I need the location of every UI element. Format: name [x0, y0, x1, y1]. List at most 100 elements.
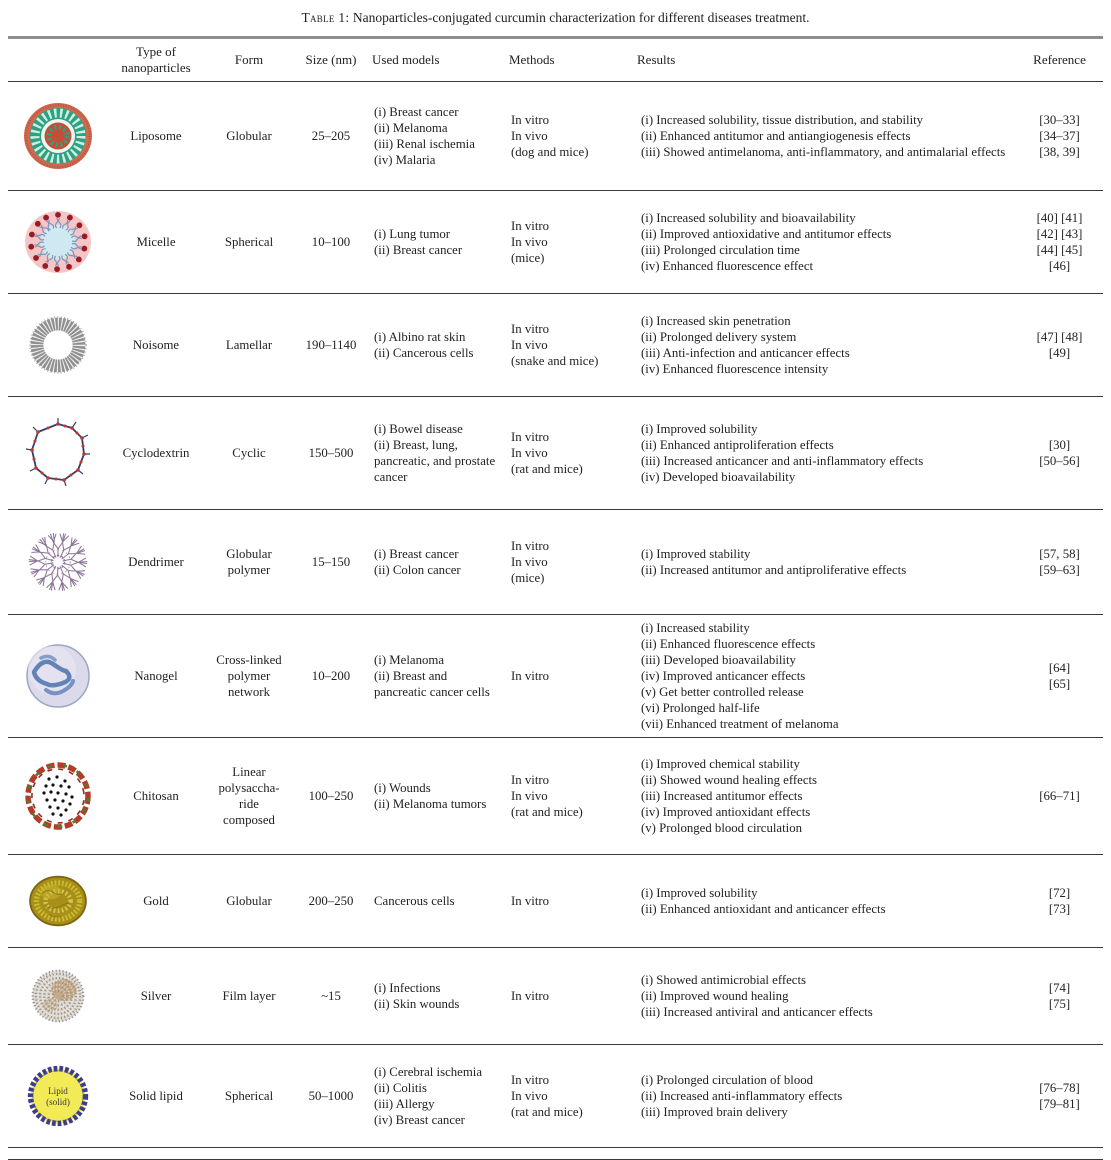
table-caption-label: Table 1: — [301, 10, 350, 25]
cell-type: Gold — [108, 854, 204, 948]
cell-form: Globular — [226, 129, 272, 143]
column-header-size: Size (nm) — [294, 36, 368, 82]
cell-type: Dendrimer — [108, 509, 204, 615]
cell-type: Chitosan — [108, 737, 204, 855]
cell-methods: In vitro In vivo (rat and mice) — [505, 737, 633, 855]
cell-reference: [30–33] [34–37] [38, 39] — [1039, 113, 1080, 159]
silver-icon — [31, 969, 85, 1023]
noisome-icon — [29, 316, 87, 374]
cell-type: Cyclodextrin — [108, 396, 204, 510]
column-header-form: Form — [204, 36, 294, 82]
cell-reference: [72] [73] — [1016, 854, 1103, 948]
gold-icon — [29, 875, 87, 927]
cell-form: Cross-linked polymer network — [204, 614, 294, 738]
cell-size: 100–250 — [294, 737, 368, 855]
cell-type: Solid lipid — [108, 1044, 204, 1148]
table-row-cyclodextrin: Cyclodextrin Cyclic 150–500 (i) Bowel di… — [8, 396, 1103, 510]
dendrimer-icon — [28, 532, 88, 592]
cell-reference: [57, 58] [59–63] — [1016, 509, 1103, 615]
cell-form: Globular polymer — [204, 509, 294, 615]
table-row-micelle: Micelle Spherical 10–100 (i) Lung tumor … — [8, 190, 1103, 294]
table-caption: Table 1: Nanoparticles-conjugated curcum… — [8, 10, 1103, 26]
cell-methods: In vitro — [505, 614, 633, 738]
cell-type: Silver — [108, 947, 204, 1045]
solid-lipid-label-line1: Lipid — [48, 1086, 68, 1096]
cell-used-models: Cancerous cells — [368, 854, 505, 948]
cell-methods: In vitro In vivo (rat and mice) — [505, 1044, 633, 1148]
solid-lipid-label-line2: (solid) — [46, 1097, 70, 1107]
cell-size: 10–100 — [294, 190, 368, 294]
solid-lipid-icon: Lipid (solid) — [27, 1065, 89, 1127]
column-header-results: Results — [633, 36, 1016, 82]
cell-reference: [66–71] — [1016, 737, 1103, 855]
chitosan-icon — [25, 762, 91, 830]
column-header-methods: Methods — [505, 36, 633, 82]
cell-size: 10–200 — [294, 614, 368, 738]
table-row-nanogel: Nanogel Cross-linked polymer network 10–… — [8, 614, 1103, 738]
cell-used-models: (i) Wounds (ii) Melanoma tumors — [368, 737, 505, 855]
cell-used-models: (i) Lung tumor (ii) Breast cancer — [368, 190, 505, 294]
cell-results: (i) Improved solubility (ii) Enhanced an… — [633, 854, 1016, 948]
cell-used-models: (i) Cerebral ischemia (ii) Colitis (iii)… — [368, 1044, 505, 1148]
cell-results: (i) Increased stability (ii) Enhanced fl… — [633, 614, 1016, 738]
cell-results: (i) Increased solubility, tissue distrib… — [641, 113, 1006, 159]
cell-form: Linear polysaccha- ride composed — [204, 737, 294, 855]
table-row-chitosan: Chitosan Linear polysaccha- ride compose… — [8, 737, 1103, 855]
table-row-noisome: Noisome Lamellar 190–1140 (i) Albino rat… — [8, 293, 1103, 397]
cell-size: 190–1140 — [294, 293, 368, 397]
cell-size: 15–150 — [294, 509, 368, 615]
cell-methods: In vitro — [505, 947, 633, 1045]
cell-results: (i) Improved chemical stability (ii) Sho… — [633, 737, 1016, 855]
cell-used-models: (i) Breast cancer (ii) Melanoma (iii) Re… — [374, 105, 475, 167]
cell-methods: In vitro In vivo (mice) — [505, 190, 633, 294]
document-page: Table 1: Nanoparticles-conjugated curcum… — [8, 0, 1103, 1160]
table-row-gold: Gold Globular 200–250 Cancerous cells In… — [8, 854, 1103, 948]
column-header-image — [8, 36, 108, 82]
column-header-reference: Reference — [1016, 36, 1103, 82]
cell-form: Spherical — [204, 1044, 294, 1148]
cell-methods: In vitro In vivo (rat and mice) — [505, 396, 633, 510]
cell-reference: [74] [75] — [1016, 947, 1103, 1045]
table-row-liposome: Liposome Globular 25–205 (i) Breast canc… — [8, 82, 1103, 191]
cell-used-models: (i) Infections (ii) Skin wounds — [368, 947, 505, 1045]
column-header-type: Type of nanoparticles — [108, 36, 204, 82]
column-header-models: Used models — [368, 36, 505, 82]
cell-type: Noisome — [108, 293, 204, 397]
cyclodextrin-icon — [25, 418, 90, 487]
cell-results: (i) Increased solubility and bioavailabi… — [633, 190, 1016, 294]
cell-methods: In vitro In vivo (snake and mice) — [505, 293, 633, 397]
cell-type: Micelle — [108, 190, 204, 294]
cell-form: Cyclic — [204, 396, 294, 510]
cell-form: Lamellar — [204, 293, 294, 397]
cell-size: ~15 — [294, 947, 368, 1045]
cell-methods: In vitro In vivo (dog and mice) — [511, 113, 589, 159]
cell-size: 200–250 — [294, 854, 368, 948]
cell-results: (i) Prolonged circulation of blood (ii) … — [633, 1044, 1016, 1148]
cell-form: Film layer — [204, 947, 294, 1045]
liposome-icon — [24, 103, 92, 169]
cell-used-models: (i) Bowel disease (ii) Breast, lung, pan… — [368, 396, 505, 510]
cell-type: Nanogel — [108, 614, 204, 738]
cell-results: (i) Increased skin penetration (ii) Prol… — [633, 293, 1016, 397]
cell-reference: [30] [50–56] — [1016, 396, 1103, 510]
cell-used-models: (i) Albino rat skin (ii) Cancerous cells — [368, 293, 505, 397]
cell-size: 25–205 — [311, 129, 351, 143]
cell-size: 50–1000 — [294, 1044, 368, 1148]
cell-results: (i) Improved solubility (ii) Enhanced an… — [633, 396, 1016, 510]
cell-form: Globular — [204, 854, 294, 948]
table-row-silver: Silver Film layer ~15 (i) Infections (ii… — [8, 947, 1103, 1045]
cell-reference: [76–78] [79–81] — [1016, 1044, 1103, 1148]
cell-methods: In vitro In vivo (mice) — [505, 509, 633, 615]
table-row-dendrimer: Dendrimer Globular polymer 15–150 (i) Br… — [8, 509, 1103, 615]
nanoparticles-table: Type of nanoparticles Form Size (nm) Use… — [8, 36, 1103, 1148]
header-row: Type of nanoparticles Form Size (nm) Use… — [8, 36, 1103, 82]
table-row-solid-lipid: Lipid (solid) Solid lipid Spherical 50–1… — [8, 1044, 1103, 1148]
cell-type: Liposome — [130, 129, 182, 143]
cell-reference: [64] [65] — [1016, 614, 1103, 738]
cell-size: 150–500 — [294, 396, 368, 510]
micelle-icon — [25, 210, 91, 274]
cell-used-models: (i) Melanoma (ii) Breast and pancreatic … — [368, 614, 505, 738]
cell-results: (i) Improved stability (ii) Increased an… — [633, 509, 1016, 615]
nanogel-icon — [26, 644, 90, 708]
cell-used-models: (i) Breast cancer (ii) Colon cancer — [368, 509, 505, 615]
